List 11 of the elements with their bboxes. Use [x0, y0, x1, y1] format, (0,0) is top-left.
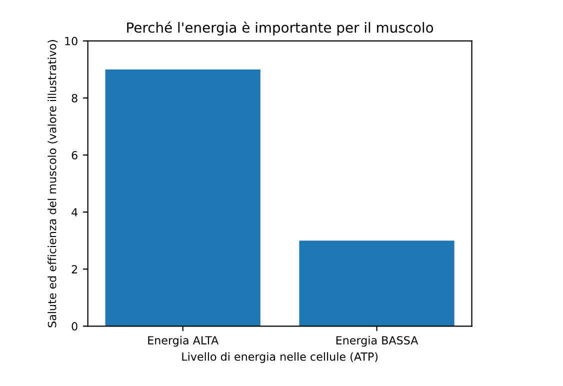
x-tick-label: Energia ALTA — [148, 336, 219, 347]
y-tick-label: 4 — [72, 208, 78, 216]
chart-title: Perché l'energia è importante per il muscolo — [127, 21, 434, 36]
y-tick-label: 0 — [72, 322, 78, 331]
y-tick-label: 10 — [65, 36, 78, 46]
y-tick-label: 8 — [72, 94, 78, 102]
y-axis-title: Salute ed efficienza del muscolo (valore illustrativo) — [48, 40, 58, 328]
x-tick-label: Energia BASSA — [336, 336, 418, 347]
x-axis-title: Livello di energia nelle cellule (ATP) — [182, 352, 378, 363]
y-tick-label: 6 — [72, 150, 78, 160]
y-tick-label: 2 — [72, 265, 77, 274]
